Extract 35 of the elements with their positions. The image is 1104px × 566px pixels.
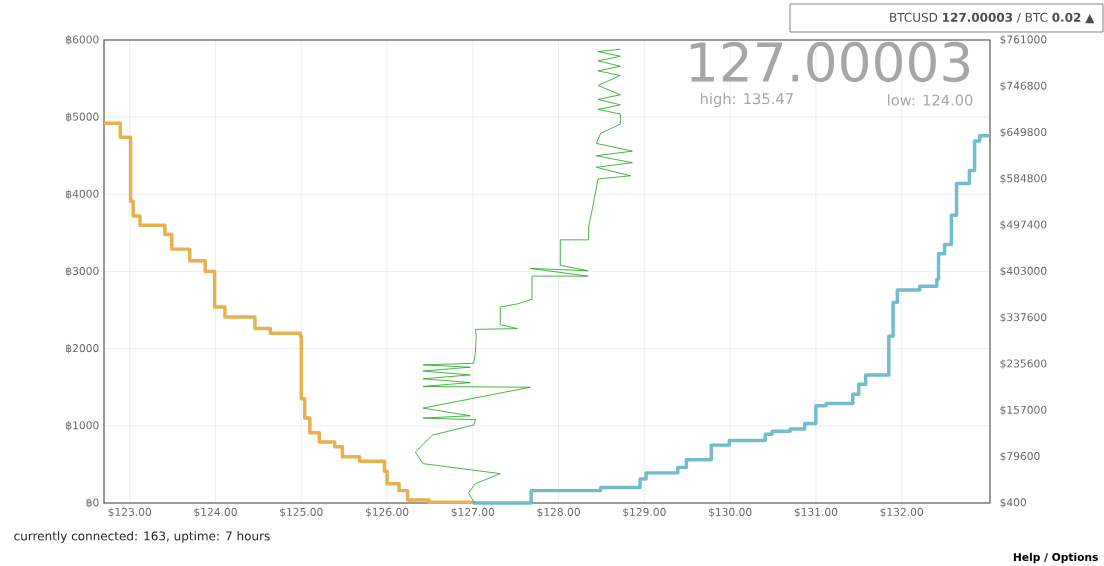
- x-tick-label: $130.00: [708, 507, 752, 518]
- y-tick-label: ฿0: [86, 498, 99, 508]
- text: $584800: [1000, 174, 1047, 184]
- y-tick-label: ฿1000: [66, 420, 99, 431]
- y-tick-label: ฿3000: [66, 266, 99, 277]
- annotation: 127.00003: [690, 41, 970, 83]
- text: $649800: [1000, 127, 1047, 138]
- y-tick-label: ฿2000: [66, 343, 99, 354]
- x-tick-label: $127.00: [451, 507, 495, 518]
- annotation: low: 124.00: [888, 94, 973, 106]
- text: $761000: [1000, 35, 1047, 45]
- text: $337600: [1000, 312, 1047, 323]
- text: $746800: [1000, 81, 1047, 92]
- text: Help / Options: [1013, 552, 1098, 564]
- y-tick-label: ฿5000: [66, 112, 99, 122]
- x-tick-label: $129.00: [623, 507, 666, 518]
- y-tick-label: ฿6000: [66, 35, 99, 45]
- y-tick-label: ฿4000: [66, 189, 99, 200]
- text: $235600: [1000, 359, 1047, 369]
- text: BTCUSD 127.00003 / BTC 0.02 ▲: [890, 12, 1095, 24]
- text: $403000: [1000, 266, 1047, 277]
- x-tick-label: $131.00: [794, 507, 838, 518]
- x-tick-label: $124.00: [194, 507, 237, 518]
- text: $497400: [1000, 220, 1047, 231]
- text: $79600: [1000, 451, 1040, 462]
- line-series: [414, 48, 633, 504]
- x-tick-label: $126.00: [365, 507, 409, 518]
- x-tick-label: $125.00: [280, 507, 323, 518]
- text: currently connected: 163, uptime: 7 hours: [14, 531, 270, 543]
- x-tick-label: $132.00: [880, 507, 923, 518]
- annotation: high: 135.47: [700, 92, 793, 108]
- x-tick-label: $123.00: [108, 507, 152, 518]
- text: $157000: [1000, 405, 1047, 416]
- x-tick-label: $128.00: [537, 507, 580, 518]
- text: $400: [1000, 498, 1027, 508]
